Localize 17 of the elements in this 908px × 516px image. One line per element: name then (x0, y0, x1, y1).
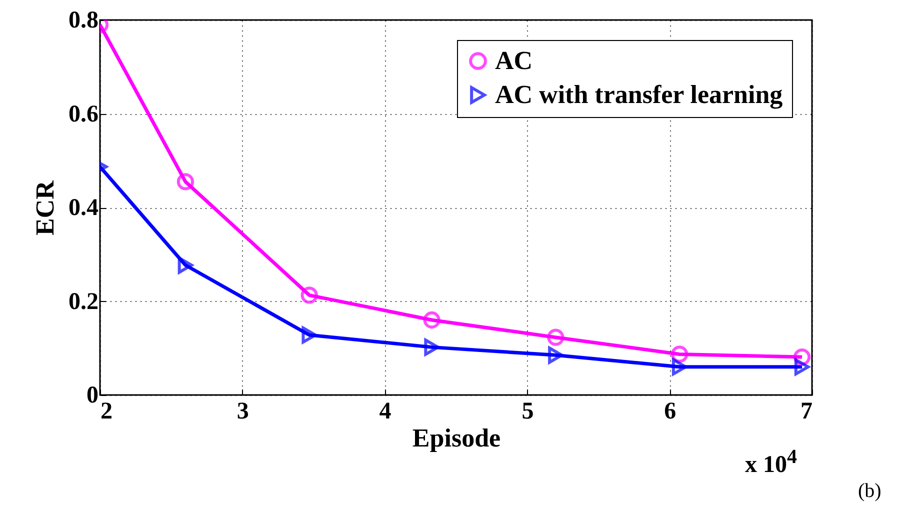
x-tick-label: 4 (379, 398, 392, 424)
legend-label: AC with transfer learning (495, 80, 783, 109)
x-tick-label: 6 (664, 398, 676, 424)
x-tick-label: 3 (236, 398, 249, 424)
y-tick-label: 0.2 (68, 288, 98, 315)
y-tick-label: 0.8 (68, 8, 98, 34)
x-tick-label: 5 (522, 398, 534, 424)
legend-label: AC (495, 46, 533, 75)
x-tick-label: 2 (100, 398, 112, 424)
y-tick-label: 0.4 (68, 195, 98, 221)
x-tick-label: 7 (800, 398, 812, 424)
text: (b) (858, 480, 882, 503)
y-tick-label: 0.6 (68, 101, 98, 128)
text: x 10$^{4}$ (745, 446, 797, 479)
x-axis-title: Episode (412, 424, 501, 452)
y-axis-title: ECR (30, 180, 60, 236)
y-tick-label: 0 (86, 382, 98, 408)
